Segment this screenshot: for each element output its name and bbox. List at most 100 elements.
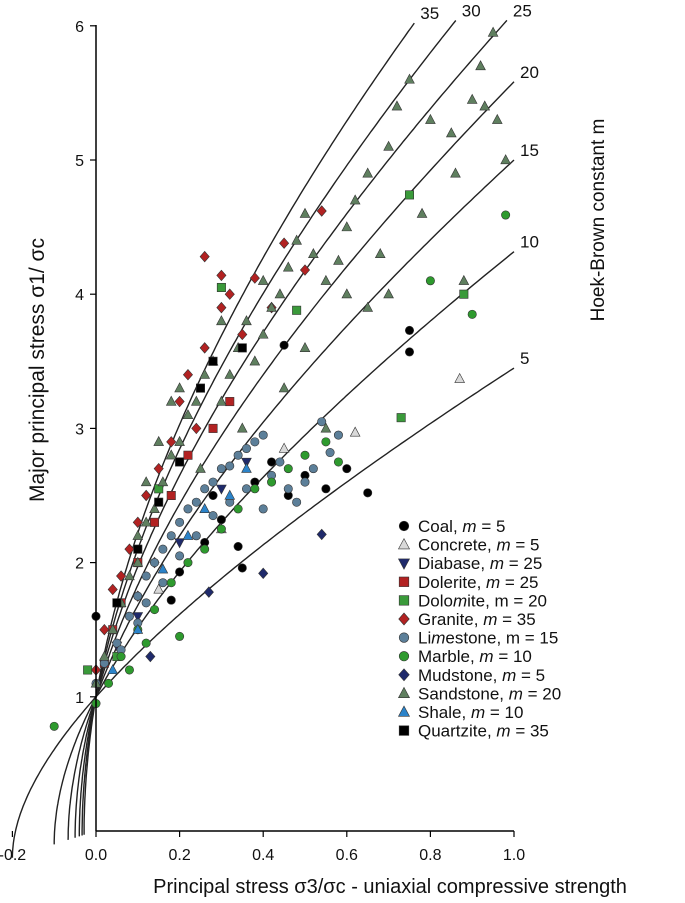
data-point-limestone: [158, 544, 168, 554]
data-point-coal: [216, 515, 226, 525]
data-point-sandstone: [282, 261, 294, 272]
data-point-granite: [299, 264, 311, 276]
legend-marker-sandstone: [397, 686, 411, 699]
data-point-marble: [425, 276, 435, 286]
data-point-diabase: [132, 612, 144, 623]
data-point-sandstone: [320, 274, 332, 285]
data-point-shale: [224, 489, 236, 500]
data-point-granite: [124, 543, 135, 555]
y-tick-label: 4: [75, 287, 84, 304]
legend-entry: Sandstone, m = 20: [418, 684, 561, 703]
data-point-sandstone: [341, 288, 353, 299]
data-point-sandstone: [278, 382, 290, 393]
x-tick-label: -0.2: [0, 847, 26, 864]
legend-marker-coal: [398, 520, 410, 532]
data-point-marble: [116, 652, 126, 662]
data-point-shale: [182, 529, 194, 540]
data-point-sandstone: [320, 422, 332, 433]
data-point-marble: [49, 721, 59, 731]
legend-marker-marble: [398, 651, 410, 662]
legend-entry: Limestone, m = 15: [418, 629, 558, 648]
data-point-sandstone: [99, 650, 110, 661]
y-axis-label: Major principal stress σ1/ σc: [26, 238, 49, 502]
data-point-coal: [363, 488, 373, 498]
data-point-sandstone: [140, 516, 152, 527]
data-point-granite: [174, 395, 185, 408]
curve-m-label: 35: [420, 4, 439, 23]
data-point-limestone: [258, 504, 268, 514]
data-point-marble: [321, 437, 331, 447]
data-point-marble: [233, 504, 243, 514]
data-point-sandstone: [475, 60, 486, 71]
legend-entry: Marble, m = 10: [418, 647, 532, 666]
data-point-limestone: [300, 477, 310, 487]
data-point-sandstone: [416, 207, 428, 218]
y-tick-label: 6: [75, 19, 84, 36]
y-tick-label: 1: [75, 690, 84, 707]
data-point-sandstone: [404, 73, 415, 84]
data-point-granite: [107, 583, 118, 596]
data-point-sandstone: [450, 167, 461, 178]
legend-marker-concrete: [397, 537, 411, 550]
data-point-marble: [283, 464, 293, 474]
data-point-concrete: [153, 583, 165, 594]
data-point-sandstone: [466, 93, 478, 104]
data-point-dolerite: [150, 517, 160, 527]
data-point-sandstone: [236, 422, 248, 433]
curve-m-label: 15: [520, 141, 539, 160]
curve-m-label: 20: [520, 63, 539, 82]
data-point-marble: [141, 638, 151, 648]
data-point-shale: [157, 563, 169, 574]
data-point-limestone: [133, 591, 143, 601]
data-point-limestone: [141, 598, 151, 608]
data-point-sandstone: [500, 154, 511, 165]
hoek-brown-curve: [83, 22, 415, 835]
data-point-sandstone: [165, 395, 177, 406]
data-point-coal: [175, 567, 185, 577]
data-point-sandstone: [257, 274, 269, 285]
data-point-limestone: [333, 430, 343, 440]
legend-entry: Concrete, m = 5: [418, 536, 539, 555]
data-point-dolomite: [459, 289, 469, 299]
data-point-quartzite: [133, 544, 143, 554]
x-tick-label: 1.0: [503, 847, 525, 864]
data-point-sandstone: [299, 341, 311, 352]
legend-entry: Diabase, m = 25: [418, 554, 542, 573]
data-point-coal: [342, 464, 352, 474]
x-tick-label: 0.2: [168, 847, 190, 864]
data-point-coal: [208, 490, 218, 500]
data-point-marble: [333, 457, 343, 467]
data-point-coal: [279, 340, 289, 350]
points-group: [49, 26, 511, 731]
data-point-granite: [116, 570, 127, 582]
data-point-sandstone: [241, 315, 252, 326]
data-point-quartzite: [154, 497, 164, 507]
data-point-sandstone: [257, 328, 269, 339]
data-point-sandstone: [216, 315, 227, 326]
data-point-sandstone: [199, 368, 211, 379]
data-point-granite: [237, 328, 248, 341]
data-point-shale: [199, 503, 211, 514]
data-point-marble: [166, 578, 176, 588]
data-point-concrete: [278, 442, 290, 453]
data-point-dolomite: [404, 190, 414, 200]
data-point-coal: [267, 457, 277, 467]
data-point-sandstone: [266, 301, 277, 312]
data-point-sandstone: [165, 449, 177, 460]
legend-entry: Shale, m = 10: [418, 703, 523, 722]
data-point-concrete: [454, 372, 465, 383]
data-point-dolerite: [166, 490, 176, 500]
curve-m-label: 25: [513, 1, 532, 20]
data-point-limestone: [191, 497, 201, 507]
data-point-marble: [467, 309, 477, 319]
data-point-granite: [132, 516, 143, 529]
hoek-brown-curve: [11, 367, 515, 858]
data-point-limestone: [275, 457, 285, 467]
data-point-granite: [141, 489, 152, 502]
data-point-marble: [300, 450, 310, 460]
data-point-marble: [200, 544, 210, 554]
legend-marker-quartzite: [398, 725, 410, 736]
data-point-limestone: [325, 448, 335, 458]
curve-labels-group: 5 10 15 20 25 30 35: [420, 1, 539, 368]
